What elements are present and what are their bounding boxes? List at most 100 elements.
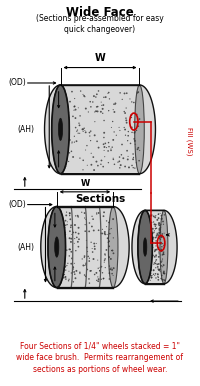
Point xyxy=(154,275,158,281)
Point xyxy=(64,218,67,224)
Point xyxy=(150,274,153,281)
Point xyxy=(102,102,105,108)
Point xyxy=(152,234,155,240)
Point xyxy=(102,117,106,124)
Point xyxy=(90,239,93,245)
Point xyxy=(112,107,115,113)
Point xyxy=(159,240,162,246)
Point xyxy=(94,108,98,114)
Point xyxy=(149,213,152,220)
Point xyxy=(57,273,61,279)
Point xyxy=(130,124,133,130)
Point xyxy=(88,133,91,139)
Point xyxy=(158,229,161,235)
Point xyxy=(89,128,92,134)
Point xyxy=(154,265,157,271)
Point xyxy=(83,253,86,259)
Point xyxy=(105,218,108,224)
Point xyxy=(147,255,150,261)
Point xyxy=(83,125,86,131)
Point xyxy=(59,217,62,223)
Point xyxy=(84,129,87,135)
Point xyxy=(87,276,91,282)
Point xyxy=(56,264,59,270)
Point xyxy=(70,235,73,242)
Point xyxy=(146,278,149,284)
Point xyxy=(62,124,65,130)
Point xyxy=(149,236,152,242)
Point xyxy=(163,277,166,283)
Point xyxy=(147,262,150,268)
Point xyxy=(86,162,89,168)
Point xyxy=(145,251,148,257)
Point xyxy=(124,110,127,116)
Point xyxy=(60,222,63,228)
Point xyxy=(150,237,153,244)
Point xyxy=(100,230,104,237)
Point xyxy=(154,222,157,228)
Point xyxy=(109,266,112,272)
Point xyxy=(112,137,115,143)
Point xyxy=(154,271,157,277)
Point xyxy=(158,235,161,242)
Point xyxy=(82,128,85,134)
Point xyxy=(69,246,72,252)
Point xyxy=(63,135,67,141)
Point xyxy=(161,264,164,270)
Point xyxy=(58,252,61,259)
Point xyxy=(136,146,139,152)
Point xyxy=(84,216,87,222)
Point xyxy=(105,144,108,151)
Point xyxy=(112,250,115,256)
Point xyxy=(102,134,106,141)
Point xyxy=(135,111,138,117)
Point xyxy=(104,252,107,258)
Point xyxy=(159,252,162,258)
Point xyxy=(100,264,103,270)
Text: (OD): (OD) xyxy=(8,200,26,209)
Point xyxy=(69,216,72,222)
Point xyxy=(61,261,64,267)
Point xyxy=(157,266,160,272)
Point xyxy=(63,223,66,229)
Point xyxy=(68,137,71,143)
Point xyxy=(63,230,67,236)
Point xyxy=(62,145,65,151)
Point xyxy=(160,276,163,282)
Point xyxy=(86,249,89,255)
Point xyxy=(93,240,96,247)
Point xyxy=(73,95,76,102)
Point xyxy=(59,214,62,220)
Point xyxy=(60,85,63,91)
Point xyxy=(61,99,64,105)
Point xyxy=(138,157,141,164)
Point xyxy=(147,246,151,252)
Point xyxy=(158,230,161,237)
Point xyxy=(150,267,153,273)
Point xyxy=(95,211,98,217)
Point xyxy=(103,147,106,154)
Point xyxy=(114,100,117,107)
Point xyxy=(106,90,110,96)
Point xyxy=(73,222,77,228)
Point xyxy=(147,237,150,243)
Point xyxy=(157,267,161,273)
Point xyxy=(84,262,87,268)
Point xyxy=(64,163,67,169)
Point xyxy=(130,112,133,118)
Point xyxy=(146,263,149,269)
Point xyxy=(100,102,103,108)
Point xyxy=(127,129,130,135)
Point xyxy=(108,243,111,249)
Point xyxy=(153,254,156,260)
Point xyxy=(145,250,148,256)
Point xyxy=(70,88,74,95)
Point xyxy=(137,145,140,151)
Point xyxy=(159,210,162,217)
Point xyxy=(56,263,59,269)
Point xyxy=(89,104,92,110)
Point xyxy=(66,260,69,266)
Point xyxy=(148,240,151,247)
Point xyxy=(149,273,153,279)
Point xyxy=(90,150,93,156)
